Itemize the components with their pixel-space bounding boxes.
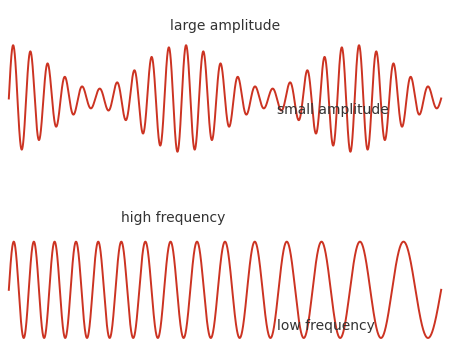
Text: high frequency: high frequency — [121, 211, 225, 225]
Text: low frequency: low frequency — [277, 319, 375, 333]
Text: small amplitude: small amplitude — [277, 103, 389, 117]
Text: large amplitude: large amplitude — [170, 19, 280, 33]
